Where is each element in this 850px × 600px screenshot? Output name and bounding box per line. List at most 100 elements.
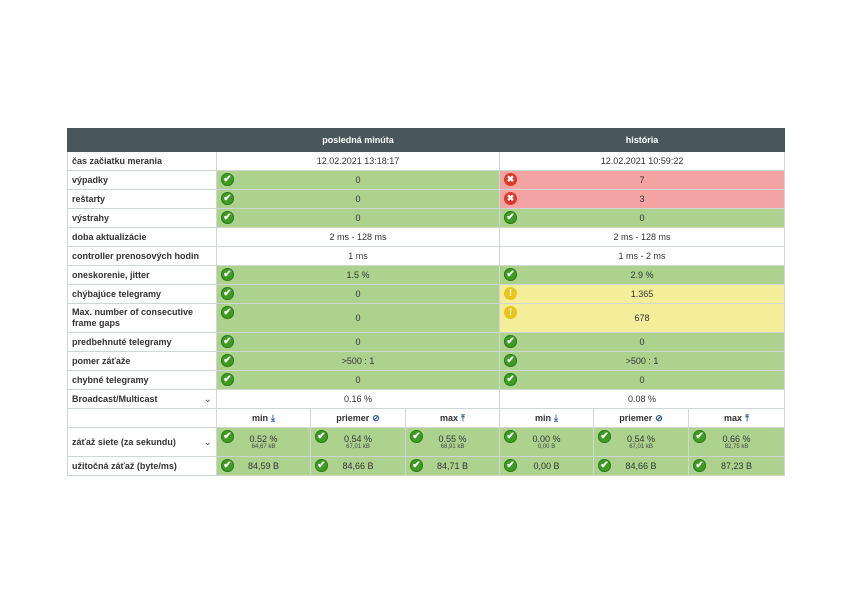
value-history: ✖ 3	[499, 189, 786, 209]
row-outages: výpadky ✔ 0 ✖ 7	[67, 170, 786, 190]
netload-last-avg: ✔ 0.54 % 67,01 kB	[310, 427, 406, 457]
row-broadcast: Broadcast/Multicast ⌄ 0.16 % 0.08 %	[67, 389, 786, 409]
row-label: doba aktualizácie	[67, 227, 217, 247]
average-icon: ⊘	[372, 412, 380, 423]
ok-icon: ✔	[315, 459, 328, 472]
row-warnings: výstrahy ✔ 0 ✔ 0	[67, 208, 786, 228]
netload-last-max: ✔ 0.55 % 68,91 kB	[404, 427, 501, 457]
value-history: ! 678	[499, 303, 786, 333]
ok-icon: ✔	[221, 192, 234, 205]
value-history: ✔ >500 : 1	[499, 351, 786, 371]
row-start-time: čas začiatku merania 12.02.2021 13:18:17…	[67, 151, 786, 171]
ok-icon: ✔	[598, 459, 612, 472]
ok-icon: ✔	[221, 211, 234, 224]
ok-icon: ✔	[410, 459, 423, 472]
measurement-table: posledná minúta história čas začiatku me…	[67, 128, 786, 476]
value-history: 0.08 %	[499, 389, 786, 409]
row-overtaken-telegrams: predbehnuté telegramy ✔ 0 ✔ 0	[67, 332, 786, 352]
row-network-load: záťaž siete (za sekundu) ⌄ ✔ 0.52 % 64,67 k…	[67, 427, 786, 457]
row-label: predbehnuté telegramy	[67, 332, 217, 352]
row-controller: controller prenosových hodin 1 ms 1 ms -…	[67, 246, 786, 266]
payload-hist-avg: ✔ 84,66 B	[593, 456, 690, 476]
netload-hist-min: ✔ 0.00 % 0,00 B	[499, 427, 595, 457]
value-last: ✔ 1.5 %	[215, 265, 501, 285]
ok-icon: ✔	[221, 173, 234, 186]
row-label: reštarty	[67, 189, 217, 209]
ok-icon: ✔	[221, 354, 234, 367]
header-history: história	[499, 128, 786, 152]
row-label: chýbajúce telegramy	[67, 284, 217, 304]
stat-avg: priemer ⊘	[593, 408, 690, 428]
broadcast-toggle[interactable]: Broadcast/Multicast ⌄	[67, 389, 217, 409]
netload-hist-avg: ✔ 0.54 % 67,01 kB	[593, 427, 690, 457]
value-last: ✔ 0	[215, 303, 501, 333]
ok-icon: ✔	[221, 268, 234, 281]
value-history: 12.02.2021 10:59:22	[499, 151, 786, 171]
error-icon: ✖	[504, 192, 518, 205]
warning-icon: !	[504, 287, 518, 300]
chevron-down-icon[interactable]: ⌄	[203, 393, 212, 405]
row-frame-gaps: Max. number of consecutive frame gaps ✔ 0…	[67, 303, 786, 333]
warning-icon: !	[504, 306, 518, 319]
value-last: ✔ 0	[215, 189, 501, 209]
arrow-up-icon: ⤒	[461, 412, 466, 423]
ok-icon: ✔	[221, 459, 234, 472]
row-label: výstrahy	[67, 208, 217, 228]
value-last: ✔ 0	[215, 332, 501, 352]
ok-icon: ✔	[504, 211, 518, 224]
ok-icon: ✔	[504, 354, 518, 367]
payload-last-max: ✔ 84,71 B	[404, 456, 501, 476]
ok-icon: ✔	[598, 430, 612, 443]
row-payload: užitočná záťaž (byte/ms) ✔ 84,59 B ✔ 84,66…	[67, 456, 786, 476]
value-history: ✔ 0	[499, 370, 786, 390]
value-last: ✔ 0	[215, 370, 501, 390]
row-label: chybné telegramy	[67, 370, 217, 390]
average-icon: ⊘	[655, 412, 663, 423]
value-last: 12.02.2021 13:18:17	[215, 151, 501, 171]
value-last: ✔ 0	[215, 208, 501, 228]
value-history: 1 ms - 2 ms	[499, 246, 786, 266]
value-last: 0.16 %	[215, 389, 501, 409]
stat-avg: priemer ⊘	[310, 408, 406, 428]
ok-icon: ✔	[504, 459, 518, 472]
ok-icon: ✔	[410, 430, 423, 443]
row-label: controller prenosových hodin	[67, 246, 217, 266]
ok-icon: ✔	[221, 430, 234, 443]
row-delay-jitter: oneskorenie, jitter ✔ 1.5 % ✔ 2.9 %	[67, 265, 786, 285]
payload-last-avg: ✔ 84,66 B	[310, 456, 406, 476]
ok-icon: ✔	[693, 430, 707, 443]
row-label: čas začiatku merania	[67, 151, 217, 171]
value-last: ✔ >500 : 1	[215, 351, 501, 371]
ok-icon: ✔	[504, 268, 518, 281]
netload-toggle[interactable]: záťaž siete (za sekundu) ⌄	[67, 427, 217, 457]
row-update-time: doba aktualizácie 2 ms - 128 ms 2 ms - 1…	[67, 227, 786, 247]
ok-icon: ✔	[221, 335, 234, 348]
value-history: 2 ms - 128 ms	[499, 227, 786, 247]
payload-hist-min: ✔ 0,00 B	[499, 456, 595, 476]
value-last: ✔ 0	[215, 170, 501, 190]
value-last: 2 ms - 128 ms	[215, 227, 501, 247]
error-icon: ✖	[504, 173, 518, 186]
value-history: ✔ 0	[499, 208, 786, 228]
row-faulty-telegrams: chybné telegramy ✔ 0 ✔ 0	[67, 370, 786, 390]
arrow-up-icon: ⤒	[745, 412, 750, 423]
row-load-ratio: pomer záťaže ✔ >500 : 1 ✔ >500 : 1	[67, 351, 786, 371]
payload-last-min: ✔ 84,59 B	[216, 456, 311, 476]
netload-last-min: ✔ 0.52 % 64,67 kB	[216, 427, 311, 457]
row-missing-telegrams: chýbajúce telegramy ✔ 0 ! 1.365	[67, 284, 786, 304]
header-empty	[67, 128, 217, 152]
value-history: ✖ 7	[499, 170, 786, 190]
row-label: užitočná záťaž (byte/ms)	[67, 456, 217, 476]
ok-icon: ✔	[693, 459, 707, 472]
row-label: výpadky	[67, 170, 217, 190]
ok-icon: ✔	[504, 430, 518, 443]
arrow-down-icon: ⤓	[271, 412, 275, 423]
row-label: Broadcast/Multicast	[72, 393, 158, 404]
stat-max: max ⤒	[688, 408, 786, 428]
ok-icon: ✔	[221, 287, 234, 300]
stats-header-empty	[67, 408, 217, 428]
chevron-down-icon[interactable]: ⌄	[203, 436, 212, 448]
ok-icon: ✔	[315, 430, 328, 443]
netload-hist-max: ✔ 0.66 % 82,75 kB	[688, 427, 786, 457]
value-history: ✔ 2.9 %	[499, 265, 786, 285]
